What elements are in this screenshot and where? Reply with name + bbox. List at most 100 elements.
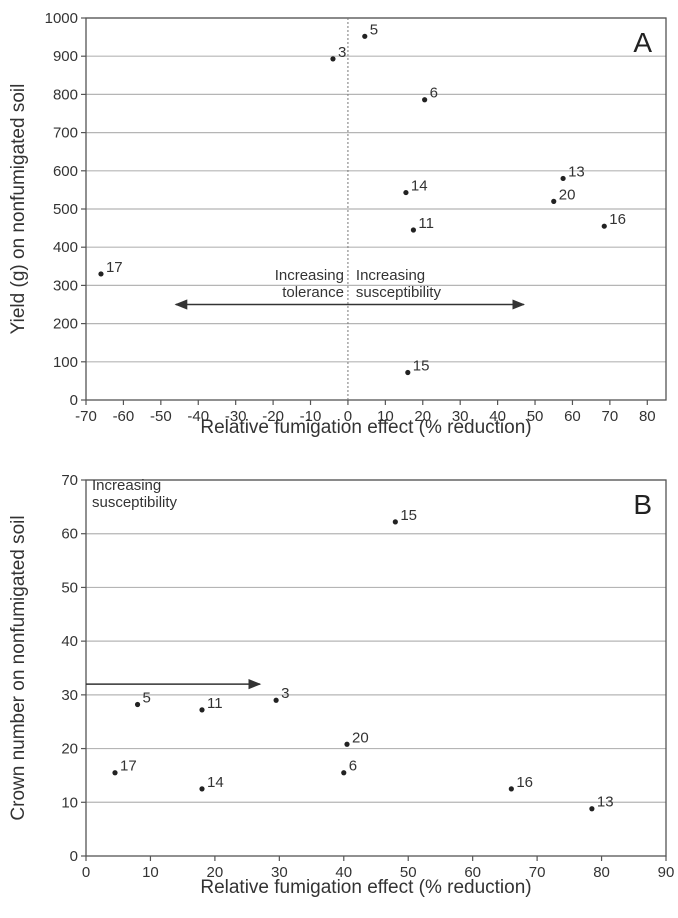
panel-b-y-tick-label: 30: [61, 687, 78, 704]
panel-a-x-tick-label: 0: [344, 408, 352, 425]
panel-b-point-label: 5: [143, 690, 151, 707]
panel-a-x-tick-label: 10: [377, 408, 394, 425]
panel-b-y-tick-label: 70: [61, 472, 78, 489]
panel-b-data-point: [273, 697, 279, 703]
panel-a-x-tick-label: 50: [527, 408, 544, 425]
panel-b-point-label: 17: [120, 758, 137, 775]
panel-b-x-tick-label: 30: [271, 864, 288, 881]
panel-a-x-tick-label: 30: [452, 408, 469, 425]
panel-a-y-tick-label: 1000: [45, 10, 78, 27]
panel-a-x-tick-label: -50: [150, 408, 172, 425]
panel-a-x-tick-label: -60: [113, 408, 135, 425]
panel-a-y-tick-label: 900: [53, 48, 78, 65]
panel-a-point-label: 3: [338, 44, 346, 61]
panel-b-point-label: 3: [281, 685, 289, 702]
panel-b-x-tick-label: 10: [142, 864, 159, 881]
panel-b-y-tick-label: 0: [70, 848, 78, 865]
panel-a-point-label: 14: [411, 178, 428, 195]
panel-a-label: A: [633, 27, 652, 58]
panel-a-annotation-text: Increasing: [275, 267, 344, 284]
panel-a-data-point: [403, 189, 409, 196]
panel-b-data-point: [508, 786, 514, 792]
panel-b-data-point: [341, 770, 347, 776]
panel-a-annotation-text: susceptibility: [356, 284, 442, 301]
panel-b-y-tick-label: 40: [61, 633, 78, 650]
panel-a-y-tick-label: 600: [53, 163, 78, 180]
panel-a-annotation-text: Increasing: [356, 267, 425, 284]
panel-b-data-point: [589, 806, 595, 812]
panel-b-annotation-text: susceptibility: [92, 494, 178, 511]
panel-b-point-label: 6: [349, 758, 357, 775]
panel-a-point-label: 17: [106, 259, 123, 276]
panel-b-x-tick-label: 80: [593, 864, 610, 881]
panel-a-data-point: [422, 97, 428, 103]
panel-a-point-label: 15: [413, 357, 430, 374]
panel-b-data-point: [199, 786, 205, 792]
panel-b-annotation-text: Increasing: [92, 477, 161, 494]
panel-a-x-tick-label: 20: [414, 408, 431, 425]
panel-a-data-point: [405, 369, 411, 376]
panel-a-x-tick-label: -10: [300, 408, 322, 425]
panel-b-point-label: 14: [207, 774, 224, 791]
panel-b-data-point: [112, 770, 118, 776]
panel-a-y-tick-label: 400: [53, 239, 78, 256]
panel-a-point-label: 20: [559, 186, 576, 203]
panel-a-data-point: [410, 227, 417, 233]
panel-a-x-tick-label: 80: [639, 408, 656, 425]
panel-b-label: B: [633, 489, 652, 520]
panel-b-x-tick-label: 40: [335, 864, 352, 881]
panel-b-data-point: [392, 519, 398, 525]
panel-b-y-axis-label: Crown number on nonfumigated soil: [8, 515, 29, 820]
panel-b-point-label: 15: [400, 507, 417, 524]
panel-a-x-tick-label: -30: [225, 408, 247, 425]
panel-a-x-tick-label: -20: [262, 408, 284, 425]
panel-a-y-tick-label: 800: [53, 86, 78, 103]
panel-a-x-tick-label: 70: [602, 408, 619, 425]
panel-a-annotation-text: tolerance: [282, 284, 344, 301]
panel-a-data-point: [551, 198, 557, 204]
panel-a-y-tick-label: 0: [70, 392, 78, 409]
panel-a-data-point: [330, 56, 336, 62]
panel-b-x-tick-label: 0: [82, 864, 90, 881]
panel-a-data-point: [560, 175, 566, 182]
panel-a-point-label: 5: [370, 21, 378, 38]
panel-a-y-tick-label: 700: [53, 125, 78, 142]
panel-a-y-axis-label: Yield (g) on nonfumigated soil: [8, 84, 29, 335]
panel-a-y-tick-label: 300: [53, 277, 78, 294]
panel-b-point-label: 16: [516, 774, 533, 791]
panel-b-point-label: 11: [207, 695, 223, 712]
panel-a-point-label: 6: [430, 85, 438, 102]
panel-b-y-tick-label: 10: [61, 794, 78, 811]
panel-b: 0 10 20 30 40 50 60 70 0 10 20 30 40 50 60 70 80 90 Relati…: [8, 472, 674, 898]
panel-b-y-tick-label: 60: [61, 526, 78, 543]
panel-b-data-point: [134, 701, 141, 708]
panel-a-y-tick-label: 200: [53, 316, 78, 333]
panel-b-y-tick-label: 20: [61, 741, 78, 758]
panel-a-x-tick-label: -70: [75, 408, 97, 425]
panel-b-x-tick-label: 50: [400, 864, 417, 881]
panel-b-x-axis-label: Relative fumigation effect (% reduction): [200, 877, 531, 898]
panel-a-y-tick-label: 100: [53, 354, 78, 371]
panel-b-data-point: [344, 741, 350, 747]
panel-a-x-tick-label: 40: [489, 408, 506, 425]
panel-a-x-tick-label: -40: [187, 408, 209, 425]
panel-a-x-axis-label: Relative fumigation effect (% reduction): [200, 417, 531, 438]
panel-a-data-point: [362, 33, 368, 39]
panel-b-y-tick-label: 50: [61, 579, 78, 596]
panel-a-point-label: 13: [568, 163, 585, 180]
panel-b-x-tick-label: 90: [658, 864, 675, 881]
panel-a-y-tick-label: 500: [53, 201, 78, 218]
panel-a-point-label: 11: [418, 215, 434, 232]
panel-a-data-point: [601, 223, 607, 229]
panel-b-point-label: 20: [352, 729, 369, 746]
panel-b-point-label: 13: [597, 794, 614, 811]
panel-b-data-point: [199, 707, 205, 713]
panel-b-x-tick-label: 20: [207, 864, 224, 881]
panel-b-frame: [85, 479, 667, 857]
panel-a-data-point: [98, 271, 104, 277]
panel-b-x-tick-label: 60: [464, 864, 481, 881]
panel-b-x-tick-label: 70: [529, 864, 546, 881]
panel-a-point-label: 16: [609, 211, 626, 228]
